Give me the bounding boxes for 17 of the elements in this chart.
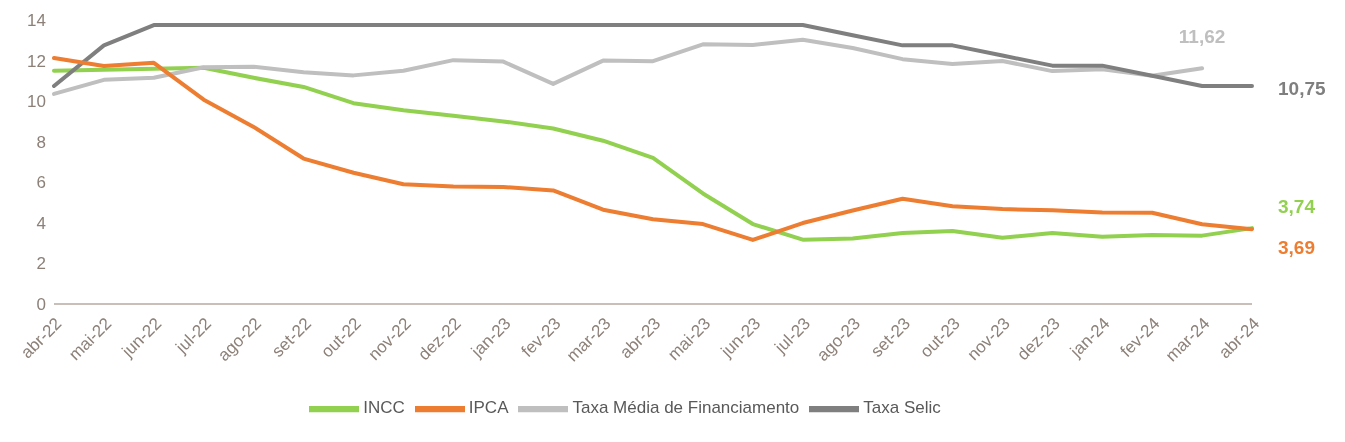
y-tick-label: 8 — [36, 132, 46, 152]
y-tick-label: 12 — [27, 51, 46, 71]
data-label: 11,62 — [1178, 26, 1226, 48]
legend-label: INCC — [363, 398, 405, 418]
legend-label: Taxa Selic — [863, 398, 941, 418]
y-tick-label: 6 — [36, 173, 46, 193]
y-tick-label: 10 — [27, 92, 46, 112]
y-tick-label: 2 — [36, 254, 46, 274]
y-tick-label: 14 — [27, 11, 46, 31]
legend-label: IPCA — [468, 398, 509, 418]
y-tick-label: 0 — [36, 295, 46, 315]
line-series — [52, 23, 1254, 88]
data-label: 10,75 — [1278, 77, 1326, 99]
y-tick-label: 4 — [36, 213, 46, 233]
data-label: 3,74 — [1278, 196, 1316, 218]
data-label: 3,69 — [1278, 237, 1315, 259]
legend-label: Taxa Média de Financiamento — [572, 398, 800, 418]
